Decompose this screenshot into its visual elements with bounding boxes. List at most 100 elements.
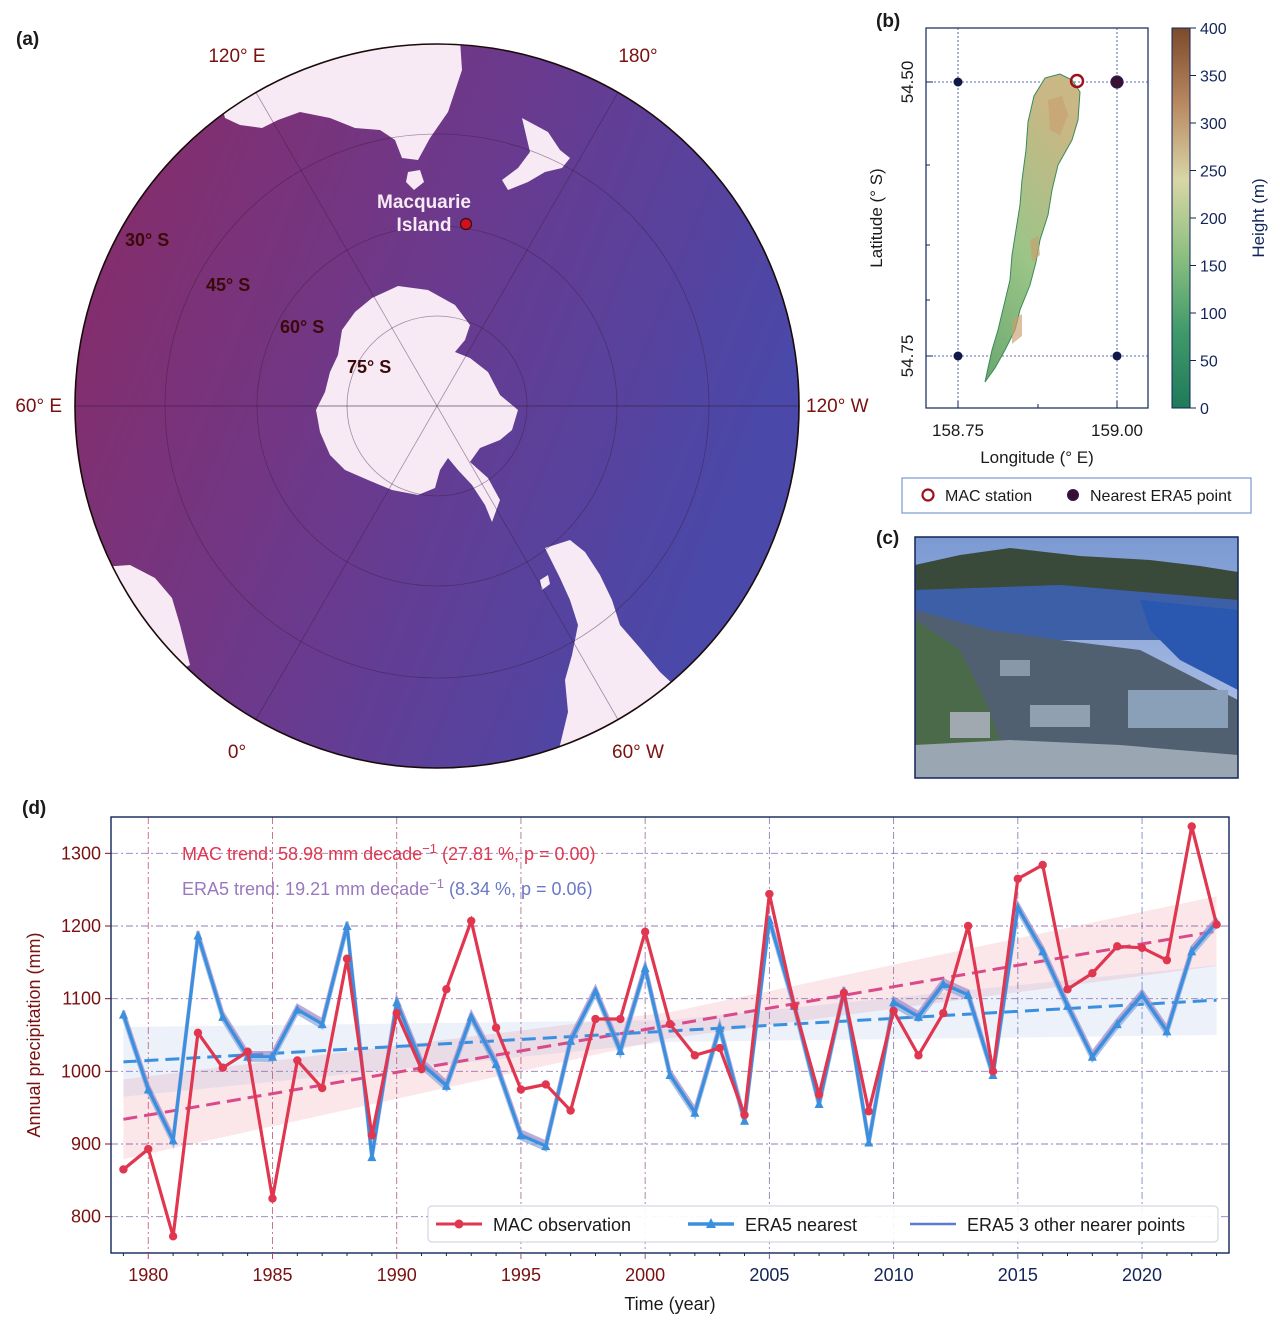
station-photo [914, 536, 1239, 779]
era5-point-1980 [143, 1084, 153, 1094]
colorbar-tick-label-350: 350 [1200, 69, 1227, 86]
xtick-label-1980: 1980 [128, 1265, 168, 1285]
xtick-label-2: 159.00 [1091, 421, 1143, 440]
xtick-label-2000: 2000 [625, 1265, 665, 1285]
mac-point-2000 [640, 927, 650, 937]
photo-small-building [1000, 660, 1030, 676]
era5-point-2001 [665, 1069, 675, 1079]
era5-point-2020 [1137, 990, 1147, 1000]
era5-point-2015 [1013, 902, 1023, 912]
panel-label-c: (c) [876, 528, 899, 549]
legend-era5-others-label: ERA5 3 other nearer points [967, 1215, 1185, 1235]
polar-map: 120° E 180° 120° W 60° W 0° 60° E 30° S … [15, 43, 869, 769]
era5-trend-exponent: −1 [429, 876, 444, 891]
south-america-islands [540, 575, 550, 590]
mac-point-2018 [1088, 969, 1097, 978]
lat-label-75s: 75° S [347, 357, 391, 377]
era5-point-2002 [690, 1107, 700, 1117]
mac-point-1991 [417, 1064, 426, 1074]
mac-point-1988 [342, 954, 352, 963]
mac-point-1996 [541, 1080, 550, 1089]
era5-point-2018 [1087, 1051, 1097, 1061]
xtick-label-2010: 2010 [874, 1265, 914, 1285]
xtick-label-1990: 1990 [377, 1265, 417, 1285]
lon-label-60e: 60° E [15, 396, 62, 417]
ytick-label-2: 54.75 [898, 335, 917, 378]
era5-point-1985 [267, 1051, 277, 1061]
mac-point-2009 [864, 1107, 873, 1116]
era5-point-1994 [491, 1059, 501, 1069]
era5-point-1983 [218, 1011, 228, 1021]
lat-labels: 30° S 45° S 60° S 75° S [125, 230, 391, 377]
era5-point-2019 [1112, 1019, 1122, 1029]
site-name-line1: Macquarie [377, 192, 471, 213]
mac-point-1997 [566, 1106, 575, 1115]
mac-station-marker [1069, 73, 1085, 89]
height-colorbar [1171, 27, 1191, 409]
colorbar-ticks: 0 50 100 150 200 250 300 350 400 [1190, 21, 1227, 418]
lon-label-60w: 60° W [612, 742, 664, 763]
lat-circle-1 [346, 315, 528, 497]
ytick-label-1300: 1300 [61, 843, 101, 863]
lon-label-120e: 120° E [208, 46, 265, 67]
ytick-label-1000: 1000 [61, 1061, 101, 1081]
legend-station-label: MAC station [945, 488, 1032, 505]
mac-point-1981 [168, 1232, 178, 1241]
mac-point-2007 [814, 1090, 824, 1099]
colorbar-tick-label-300: 300 [1200, 116, 1227, 133]
photo-shed-large [1128, 690, 1228, 728]
panel-label-b: (b) [876, 11, 900, 32]
era5-trend-annotation: ERA5 trend: 19.21 mm decade−1 (8.34 %, p… [182, 876, 593, 899]
chart-xlabel: Time (year) [624, 1294, 715, 1314]
meridian-0 [255, 92, 619, 720]
new-zealand-land [502, 118, 570, 190]
mac-point-2019 [1113, 942, 1122, 951]
legend-station-marker [921, 488, 935, 502]
lon-labels: 120° E 180° 120° W 60° W 0° 60° E [15, 46, 868, 763]
mac-point-2008 [839, 988, 849, 998]
photo-foreground [915, 740, 1238, 778]
mac-point-2005 [765, 889, 774, 899]
lat-label-30s: 30° S [125, 230, 169, 250]
xtick-label-1995: 1995 [501, 1265, 541, 1285]
mac-point-2014 [988, 1067, 998, 1076]
mac-point-1995 [516, 1085, 526, 1094]
mac-point-2013 [963, 921, 973, 931]
data-series [118, 822, 1222, 1241]
era5-point-1981 [168, 1135, 178, 1145]
mac-point-1994 [491, 1023, 501, 1032]
legend-era5-label: Nearest ERA5 point [1090, 488, 1232, 505]
antarctica-land [316, 286, 518, 522]
mac-point-2022 [1187, 822, 1196, 831]
era5-point-2009 [864, 1137, 874, 1147]
mac-point-1982 [193, 1028, 203, 1038]
era5-point-1986 [292, 1004, 302, 1014]
mac-point-2002 [690, 1051, 700, 1060]
island-highland [1012, 96, 1068, 344]
mac-point-1990 [392, 1009, 401, 1018]
era5-point-2011 [913, 1011, 923, 1021]
island-map-ylabel: Latitude (° S) [867, 168, 886, 267]
xtick-label-2015: 2015 [998, 1265, 1038, 1285]
island-map-xlabel: Longitude (° E) [980, 448, 1094, 467]
ytick-label-1100: 1100 [62, 989, 101, 1009]
era5-point-1979 [118, 1009, 128, 1019]
era5-point-1998 [590, 986, 600, 996]
mac-point-2003 [715, 1043, 724, 1053]
mac-point-1986 [293, 1056, 302, 1065]
mac-point-1979 [119, 1165, 128, 1174]
lat-circle-3 [164, 133, 710, 679]
era5-trend-line [123, 998, 1217, 1064]
xtick-label-1985: 1985 [252, 1265, 292, 1285]
era5-point-1992 [441, 1080, 451, 1090]
era5-point-2007 [814, 1099, 824, 1109]
colorbar-tick-label-250: 250 [1200, 164, 1227, 181]
era5-point-2004 [740, 1115, 750, 1125]
axis-ticks: 1980 1985 1990 1995 2000 2005 2010 2015 2020 800 9… [61, 843, 1218, 1285]
ytick-label-900: 900 [71, 1134, 101, 1154]
lat-label-60s: 60° S [280, 317, 324, 337]
lat-circle-2 [256, 225, 618, 587]
lat-label-45s: 45° S [206, 275, 250, 295]
island-map: 158.75 159.00 54.50 54.75 Longitude (° E… [867, 21, 1268, 514]
mac-point-1984 [243, 1047, 252, 1056]
